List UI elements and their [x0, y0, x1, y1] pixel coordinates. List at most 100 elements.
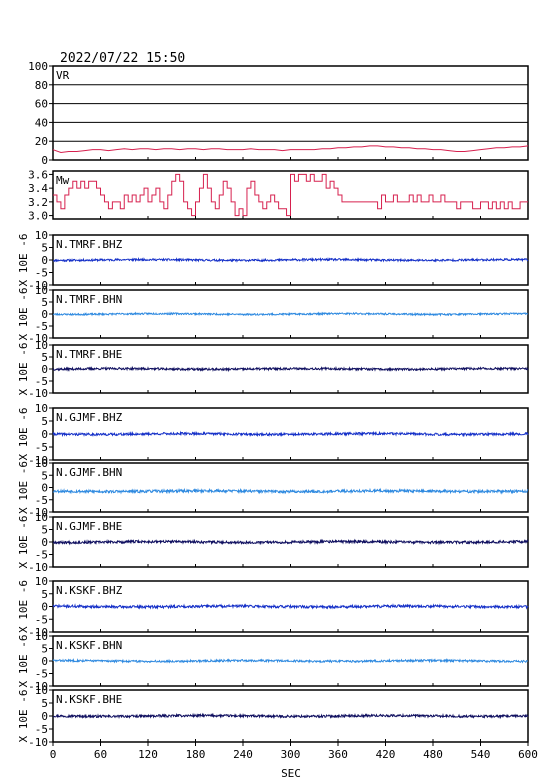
y-tick-label: -10 [28, 626, 48, 639]
y-tick-label: 10 [35, 339, 48, 352]
y-tick-label: -10 [28, 736, 48, 749]
y-tick-label: 60 [35, 98, 48, 111]
y-tick-label: 10 [35, 402, 48, 415]
panel-label: N.KSKF.BHE [56, 693, 122, 706]
y-tick-label: 10 [35, 284, 48, 297]
y-tick-label: 0 [41, 601, 48, 614]
timestamp-label: 2022/07/22 15:50 [60, 51, 185, 66]
y-tick-label: 5 [41, 296, 48, 309]
x-tick-label: 60 [94, 748, 107, 761]
y-tick-label: 10 [35, 511, 48, 524]
y-unit-label: X 10E -6 [17, 343, 30, 396]
y-tick-label: -5 [35, 375, 48, 388]
y-tick-label: -10 [28, 387, 48, 400]
y-unit-label: X 10E -6 [17, 516, 30, 569]
panel-label: N.TMRF.BHN [56, 293, 122, 306]
y-tick-label: 3.4 [28, 182, 48, 195]
series-line [52, 657, 529, 664]
x-tick-label: 300 [281, 748, 301, 761]
series-line [52, 603, 529, 610]
series-line [52, 538, 529, 546]
y-tick-label: 0 [41, 710, 48, 723]
y-tick-label: -10 [28, 332, 48, 345]
y-tick-label: 5 [41, 588, 48, 601]
y-unit-label: X 10E -6 [17, 580, 30, 633]
y-unit-label: X 10E -6 [17, 690, 30, 743]
x-axis-label: SEC [281, 767, 301, 780]
y-tick-label: 0 [41, 308, 48, 321]
panel-label: N.KSKF.BHN [56, 639, 122, 652]
y-tick-label: 5 [41, 351, 48, 364]
y-tick-label: 0 [41, 254, 48, 267]
series-line [52, 365, 529, 373]
panel-vr: 0 20 40 60 80 100 VR [28, 60, 529, 167]
series-line [53, 173, 528, 217]
y-tick-label: -5 [35, 723, 48, 736]
y-tick-label: -5 [35, 613, 48, 626]
y-tick-label: 3.2 [28, 196, 48, 209]
y-tick-label: 10 [35, 684, 48, 697]
y-tick-label: -5 [35, 441, 48, 454]
y-tick-label: 3.0 [28, 210, 48, 223]
x-tick-label: 600 [518, 748, 538, 761]
x-tick-label: 540 [471, 748, 491, 761]
x-tick-label: 240 [233, 748, 253, 761]
panel-label: N.GJMF.BHN [56, 466, 122, 479]
y-tick-label: -5 [35, 494, 48, 507]
y-tick-label: 5 [41, 242, 48, 255]
y-tick-label: 3.6 [28, 168, 48, 181]
x-tick-label: 180 [186, 748, 206, 761]
series-line [52, 487, 529, 495]
y-tick-label: 5 [41, 469, 48, 482]
y-unit-label: X 10E -6 [17, 461, 30, 514]
panel-frame [52, 462, 529, 513]
panel-mw: 3.03.23.43.6 Mw [28, 168, 529, 223]
y-tick-label: -10 [28, 506, 48, 519]
y-unit-label: X 10E -6 [17, 288, 30, 341]
panel-label: VR [56, 69, 70, 82]
y-tick-label: 5 [41, 415, 48, 428]
series-line [52, 256, 529, 263]
y-tick-label: 10 [35, 630, 48, 643]
y-tick-label: -10 [28, 561, 48, 574]
panel-frame [52, 65, 529, 161]
y-tick-label: 0 [41, 482, 48, 495]
y-unit-label: X 10E -6 [17, 635, 30, 688]
x-tick-label: 480 [423, 748, 443, 761]
y-tick-label: -5 [35, 549, 48, 562]
y-tick-label: -10 [28, 680, 48, 693]
y-tick-label: 40 [35, 116, 48, 129]
series-line [52, 311, 529, 317]
panel-label: Mw [56, 174, 70, 187]
y-tick-label: -5 [35, 320, 48, 333]
panel-label: N.KSKF.BHZ [56, 584, 123, 597]
y-tick-label: 100 [28, 60, 48, 73]
x-tick-label: 360 [328, 748, 348, 761]
y-tick-label: 5 [41, 524, 48, 537]
y-tick-label: -10 [28, 454, 48, 467]
y-tick-label: 0 [41, 363, 48, 376]
y-tick-label: -5 [35, 668, 48, 681]
series-line [52, 145, 529, 153]
y-tick-label: 0 [41, 428, 48, 441]
y-tick-label: 10 [35, 457, 48, 470]
y-tick-label: 0 [41, 655, 48, 668]
y-tick-label: 0 [41, 154, 48, 167]
x-tick-label: 420 [376, 748, 396, 761]
panel-label: N.GJMF.BHZ [56, 411, 123, 424]
x-tick-label: 120 [138, 748, 158, 761]
y-tick-label: 5 [41, 643, 48, 656]
panel-label: N.TMRF.BHZ [56, 238, 123, 251]
y-tick-label: 80 [35, 79, 48, 92]
series-line [52, 430, 529, 438]
y-unit-label: X 10E -6 [17, 408, 30, 461]
